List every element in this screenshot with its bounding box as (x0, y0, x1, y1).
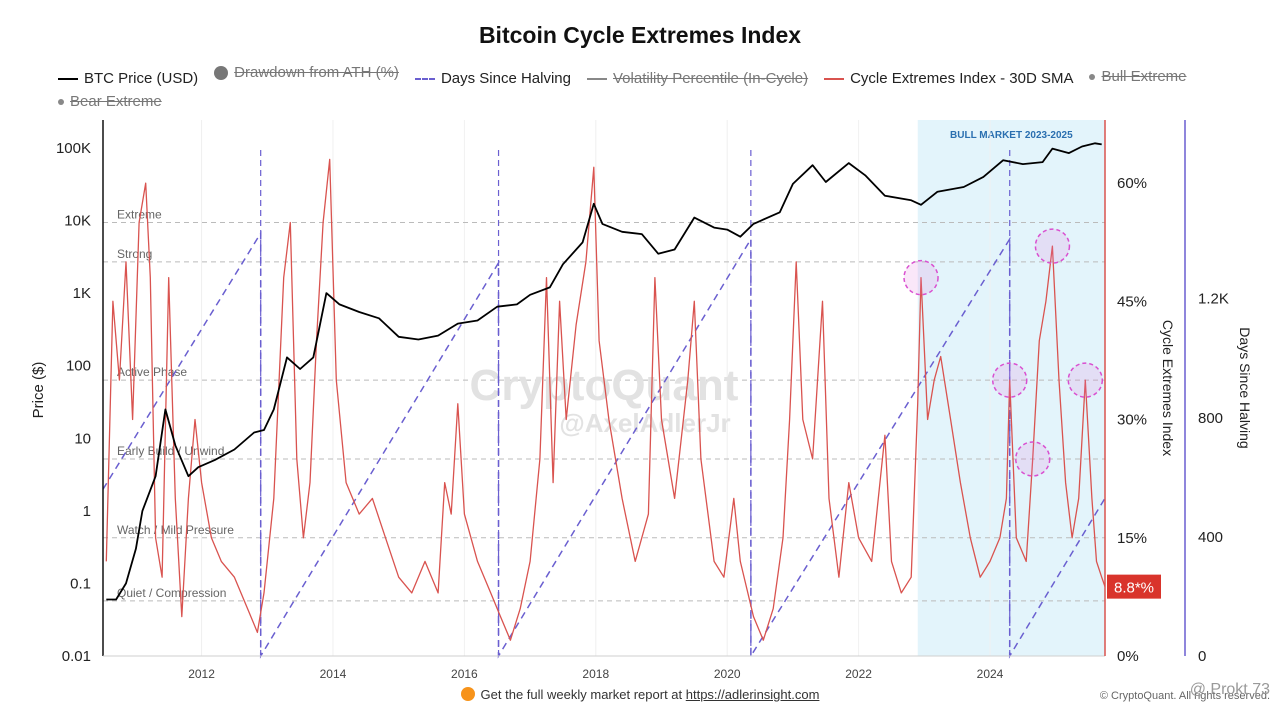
cei-tick-label: 0% (1117, 648, 1139, 665)
price-tick-label: 1K (73, 285, 91, 302)
footer: Get the full weekly market report at htt… (0, 687, 1280, 702)
price-tick-label: 10K (64, 213, 91, 230)
x-tick-label: 2012 (188, 667, 215, 681)
price-tick-label: 0.01 (62, 648, 91, 665)
legend-label: Bear Extreme (70, 93, 162, 110)
bull-extreme-highlight (1067, 362, 1104, 398)
halving-axis-title: Days Since Halving (1237, 327, 1253, 448)
legend-item[interactable]: Days Since Halving (414, 68, 571, 90)
bull-market-region (917, 120, 1105, 656)
bitcoin-icon (460, 687, 475, 701)
legend-item[interactable]: BTC Price (USD) (58, 68, 198, 90)
footer-link[interactable]: https://adlerinsight.com (685, 687, 820, 702)
price-tick-label: 0.1 (70, 575, 91, 592)
halving-tick-label: 1.2K (1198, 291, 1229, 308)
x-tick-label: 2022 (845, 667, 872, 681)
zone-label: Watch / Mild Pressure (117, 523, 234, 537)
legend-label: Bull Extreme (1101, 68, 1187, 85)
legend-label: Days Since Halving (440, 70, 571, 87)
legend-item[interactable]: Volatility Percentile (In-Cycle) (587, 68, 808, 90)
price-axis-title: Price ($) (30, 362, 47, 419)
halving-tick-label: 400 (1198, 529, 1223, 546)
legend-item[interactable]: Drawdown from ATH (%) (214, 62, 399, 84)
chart-legend: BTC Price (USD) Drawdown from ATH (%) Days… (58, 62, 1258, 113)
legend-dot-swatch (214, 66, 229, 80)
legend-dash-swatch (414, 78, 435, 80)
btc-price-line (106, 142, 1102, 601)
chart-title: Bitcoin Cycle Extremes Index (478, 22, 802, 48)
legend-line-swatch (824, 78, 845, 80)
current-value-label: 8.8*% (1114, 580, 1154, 597)
x-tick-label: 2018 (582, 667, 609, 681)
bull-extreme-highlight (991, 362, 1028, 398)
cei-axis-title: Cycle Extremes Index (1160, 320, 1176, 456)
cei-tick-label: 60% (1117, 175, 1147, 192)
bull-extreme-highlight (903, 259, 939, 296)
legend-dot-swatch (1089, 74, 1096, 80)
bull-extreme-highlight (1014, 441, 1051, 477)
cei-tick-label: 15% (1117, 530, 1147, 547)
legend-item[interactable]: Bull Extreme (1089, 66, 1187, 88)
legend-line-swatch (58, 78, 78, 80)
price-tick-label: 10 (74, 430, 91, 447)
legend-dot-swatch (58, 99, 64, 105)
legend-item[interactable]: Bear Extreme (58, 91, 162, 113)
x-tick-label: 2016 (451, 667, 478, 681)
copyright: © CryptoQuant. All rights reserved. (1099, 690, 1270, 702)
price-tick-label: 100K (56, 140, 91, 157)
zone-label: Strong (117, 247, 152, 261)
price-tick-label: 100 (66, 358, 91, 375)
watermark-handle: @AxelAdlerJr (559, 408, 730, 438)
bull-market-label: BULL MARKET 2023-2025 (950, 130, 1073, 141)
halving-tick-label: 0 (1198, 648, 1206, 665)
overlay-credit: @ Prokt 73 (1189, 681, 1270, 698)
footer-text: Get the full weekly market report at (480, 687, 686, 702)
zone-label: Quiet / Compression (117, 586, 226, 600)
legend-line-swatch (587, 78, 607, 80)
halving-tick-label: 800 (1198, 410, 1223, 427)
x-tick-label: 2024 (977, 667, 1004, 681)
price-tick-label: 1 (83, 503, 91, 520)
legend-item[interactable]: Cycle Extremes Index - 30D SMA (824, 68, 1073, 90)
legend-label: Drawdown from ATH (%) (234, 64, 399, 81)
zone-label: Extreme (117, 207, 162, 221)
x-tick-label: 2020 (714, 667, 741, 681)
current-value-badge (1107, 574, 1161, 599)
zone-label: Early Build / Unwind (117, 444, 224, 458)
cei-tick-label: 45% (1117, 293, 1147, 310)
x-tick-label: 2014 (320, 667, 347, 681)
bull-extreme-highlight (1034, 228, 1071, 264)
legend-label: Cycle Extremes Index - 30D SMA (850, 70, 1074, 87)
legend-label: Volatility Percentile (In-Cycle) (613, 70, 809, 87)
cycle-extremes-index-line (105, 158, 1106, 641)
legend-label: BTC Price (USD) (84, 70, 199, 87)
cei-tick-label: 30% (1117, 412, 1147, 429)
